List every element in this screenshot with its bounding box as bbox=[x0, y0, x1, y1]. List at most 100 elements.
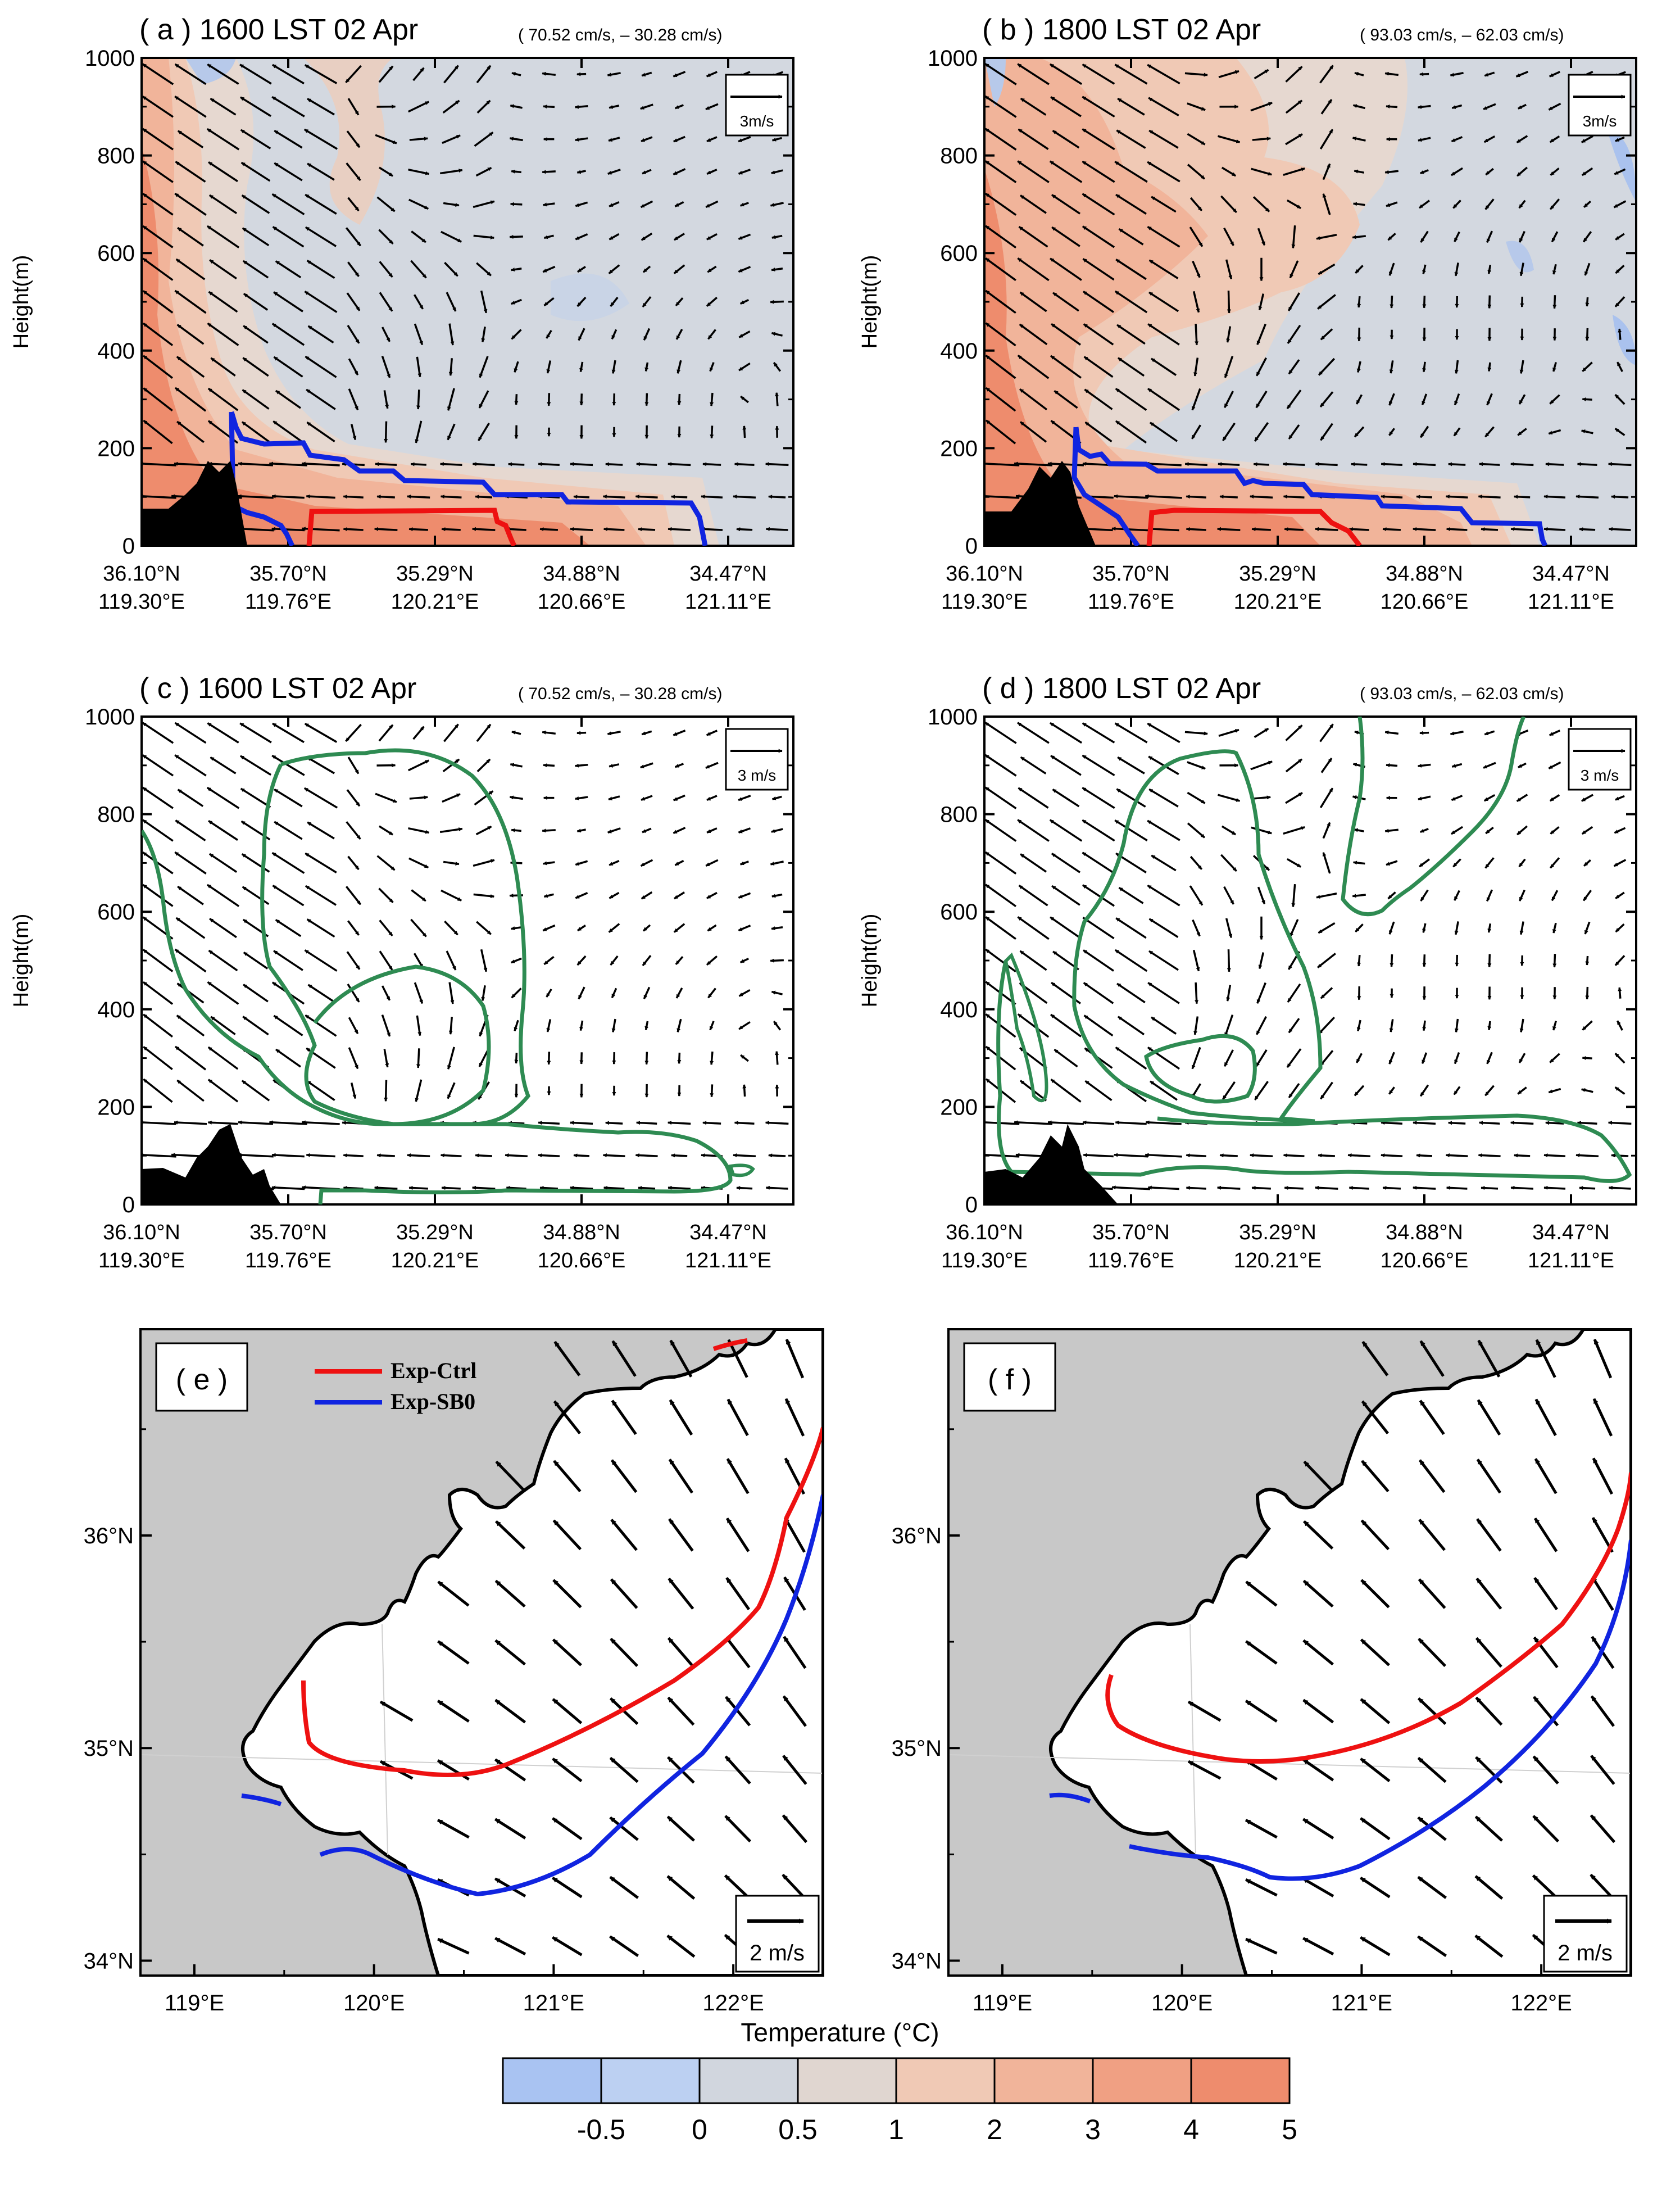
panel-a-line-exp-ctrl bbox=[306, 508, 517, 546]
wind-vector bbox=[1318, 357, 1336, 376]
wind-vector bbox=[1545, 462, 1564, 466]
wind-vector bbox=[410, 260, 427, 279]
wind-vector bbox=[610, 1459, 638, 1493]
wind-vector bbox=[984, 851, 1017, 875]
wind-vector bbox=[784, 1398, 805, 1437]
wind-vector bbox=[1450, 731, 1464, 736]
wind-vector bbox=[602, 1153, 625, 1158]
wind-vector bbox=[1585, 986, 1590, 1000]
wind-vector bbox=[206, 786, 240, 809]
wind-vector bbox=[707, 924, 717, 932]
panel-d-contour-upper bbox=[1072, 749, 1323, 1124]
wind-vector bbox=[1218, 70, 1239, 78]
wind-vector bbox=[984, 1153, 1020, 1158]
wind-vector bbox=[542, 265, 556, 273]
wind-vector bbox=[1145, 1153, 1182, 1158]
xtick-lon-label: 120.66°E bbox=[1381, 590, 1469, 614]
wind-vector bbox=[378, 166, 394, 177]
wind-vector bbox=[640, 103, 653, 110]
wind-vector bbox=[1148, 788, 1179, 808]
wind-vector bbox=[1320, 98, 1333, 115]
wind-vector bbox=[668, 1518, 694, 1552]
wind-vector bbox=[773, 362, 782, 372]
wind-vector bbox=[1117, 97, 1145, 116]
xtick-lon-label: 119.76°E bbox=[245, 590, 332, 614]
wind-vector bbox=[271, 323, 305, 346]
wind-vector bbox=[1479, 462, 1500, 466]
wind-vector bbox=[1287, 983, 1301, 1003]
wind-vector bbox=[1050, 755, 1082, 776]
wind-vector bbox=[725, 1577, 751, 1611]
panel-f-ref-label: 2 m/s bbox=[1558, 1941, 1613, 1965]
wind-vector bbox=[347, 324, 360, 344]
wind-vector bbox=[375, 792, 397, 803]
wind-vector bbox=[1618, 328, 1622, 340]
wind-vector bbox=[611, 360, 616, 374]
wind-vector bbox=[379, 292, 393, 312]
wind-vector bbox=[243, 984, 269, 1003]
wind-vector bbox=[1020, 194, 1047, 214]
ytick-label: 800 bbox=[97, 144, 135, 169]
wind-vector bbox=[1581, 794, 1593, 802]
xtick-label: 122°E bbox=[702, 1991, 764, 2015]
wind-vector bbox=[706, 136, 718, 143]
wind-vector bbox=[1422, 1020, 1427, 1031]
panel-d-title-text: ( d ) 1800 LST 02 Apr bbox=[982, 672, 1261, 705]
wind-vector bbox=[638, 1186, 656, 1190]
wind-vector bbox=[1250, 102, 1273, 112]
wind-vector bbox=[1322, 852, 1331, 874]
wind-vector bbox=[1453, 427, 1461, 437]
wind-vector bbox=[1355, 265, 1364, 274]
wind-vector bbox=[1252, 137, 1271, 141]
wind-vector bbox=[1219, 495, 1238, 499]
wind-vector bbox=[411, 230, 426, 243]
panel-e-reference-vector: 2 m/s bbox=[735, 1895, 820, 1973]
wind-vector bbox=[473, 859, 495, 867]
wind-vector bbox=[1420, 889, 1429, 902]
wind-vector bbox=[305, 355, 337, 378]
wind-vector bbox=[378, 825, 394, 836]
wind-vector bbox=[1487, 264, 1492, 274]
wind-vector bbox=[1147, 1185, 1179, 1190]
wind-vector bbox=[510, 104, 523, 109]
wind-vector bbox=[271, 193, 305, 215]
wind-vector bbox=[1114, 722, 1148, 744]
ytick-label: 200 bbox=[97, 436, 135, 461]
wind-vector bbox=[1613, 859, 1627, 867]
wind-vector bbox=[1254, 69, 1269, 80]
wind-vector bbox=[771, 169, 783, 174]
wind-vector bbox=[538, 462, 560, 466]
wind-vector bbox=[1352, 894, 1366, 898]
wind-vector bbox=[578, 328, 585, 341]
ytick-label: 600 bbox=[97, 900, 135, 925]
wind-vector bbox=[1382, 1186, 1401, 1190]
panel-b-reference-vector: 3m/s bbox=[1568, 74, 1632, 137]
wind-vector bbox=[984, 160, 1017, 183]
wind-vector bbox=[674, 233, 685, 241]
xtick-lon-label: 120.21°E bbox=[391, 1249, 479, 1272]
wind-vector bbox=[1252, 795, 1271, 800]
wind-vector bbox=[408, 198, 429, 210]
wind-vector bbox=[1421, 1052, 1428, 1064]
panel-a-terrain bbox=[142, 461, 247, 546]
wind-vector bbox=[1116, 324, 1146, 345]
wind-vector bbox=[345, 723, 362, 742]
wind-vector bbox=[242, 886, 270, 905]
wind-vector bbox=[1450, 72, 1464, 77]
wind-vector bbox=[642, 169, 652, 175]
wind-vector bbox=[1518, 103, 1527, 110]
wind-vector bbox=[1217, 135, 1241, 143]
wind-vector bbox=[1519, 360, 1524, 374]
wind-vector bbox=[771, 893, 783, 898]
wind-vector bbox=[638, 527, 656, 532]
wind-vector bbox=[1050, 1013, 1082, 1038]
wind-vector bbox=[765, 1185, 788, 1190]
wind-vector bbox=[739, 298, 750, 305]
wind-vector bbox=[1114, 949, 1148, 972]
wind-vector bbox=[1253, 462, 1269, 466]
wind-vector bbox=[1451, 104, 1463, 109]
wind-vector bbox=[1389, 360, 1394, 374]
wind-vector bbox=[733, 495, 756, 499]
wind-vector bbox=[1017, 819, 1050, 842]
wind-vector bbox=[447, 423, 456, 441]
